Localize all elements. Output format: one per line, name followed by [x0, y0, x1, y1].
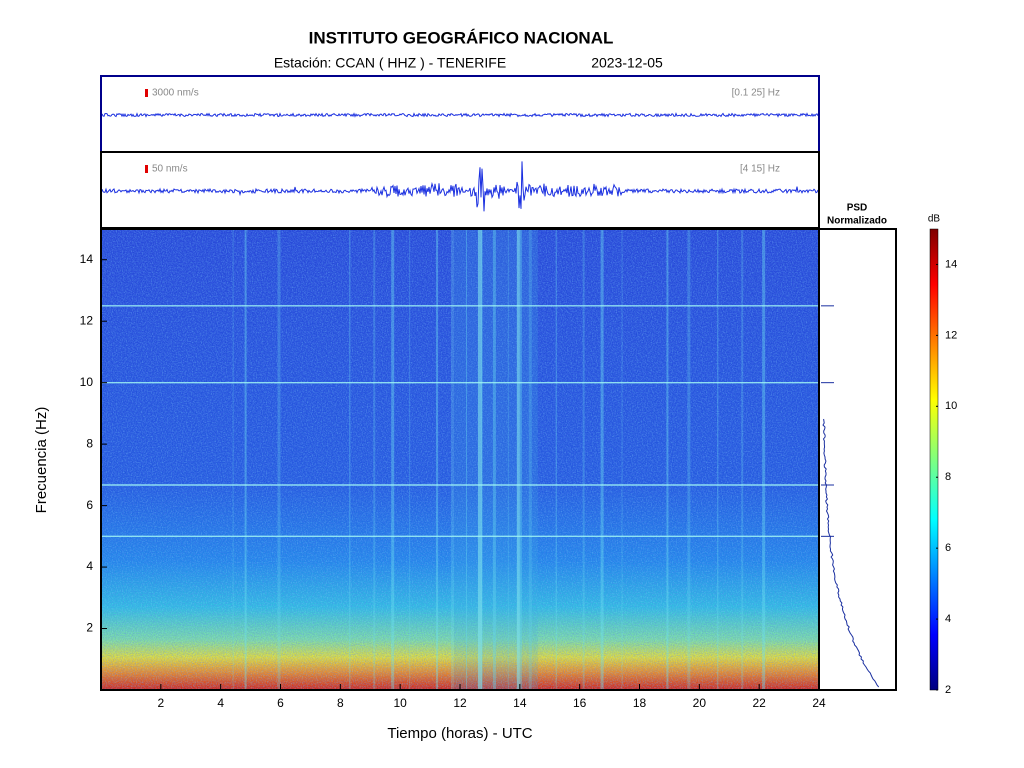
x-tick-label: 20: [693, 696, 707, 710]
x-tick-label: 10: [393, 696, 407, 710]
y-tick-label: 2: [86, 621, 93, 635]
streak: [519, 229, 522, 690]
streak: [277, 229, 281, 690]
streak: [582, 229, 585, 690]
date: 2023-12-05: [591, 55, 663, 71]
streak: [528, 229, 532, 690]
streak: [232, 229, 234, 690]
x-tick-label: 4: [217, 696, 224, 710]
x-tick-label: 12: [453, 696, 467, 710]
colorbar-tick-label: 8: [945, 471, 951, 483]
scale-bar: [145, 89, 148, 97]
y-tick-label: 14: [80, 252, 94, 266]
streak: [391, 229, 395, 690]
streak: [451, 229, 455, 690]
psd-title: PSD: [847, 203, 868, 214]
colorbar-tick-label: 2: [945, 684, 951, 696]
x-tick-label: 18: [633, 696, 647, 710]
psd-frame: [818, 228, 897, 691]
trace-scale: 3000 nm/s: [152, 88, 199, 99]
streak: [477, 229, 482, 690]
y-tick-label: 10: [80, 375, 94, 389]
colorbar-label: dB: [928, 214, 941, 225]
streak: [621, 229, 623, 690]
streak: [492, 229, 496, 690]
trace-scale: 50 nm/s: [152, 164, 188, 175]
psd-title: Normalizado: [827, 216, 887, 227]
y-tick-label: 6: [86, 498, 93, 512]
streak: [666, 229, 669, 690]
x-tick-label: 14: [513, 696, 527, 710]
trace-frame: [100, 151, 820, 229]
y-tick-label: 4: [86, 559, 93, 573]
y-tick-label: 8: [86, 436, 93, 450]
traces: 3000 nm/s [0.1 25] Hz 50 nm/s [4 15] Hz: [101, 88, 819, 212]
colorbar-tick-label: 4: [945, 613, 951, 625]
colorbar-tick-label: 6: [945, 542, 951, 554]
spectrogram: [101, 229, 819, 690]
x-tick-label: 16: [573, 696, 587, 710]
colorbar-tick-label: 12: [945, 329, 957, 341]
seismic-trace: [101, 112, 819, 118]
x-axis-label: Tiempo (horas) - UTC: [387, 725, 532, 742]
streak: [409, 229, 411, 690]
streak: [600, 229, 604, 690]
station: Estación: CCAN ( HHZ ) - TENERIFE: [274, 55, 506, 71]
streak: [244, 229, 247, 690]
streak: [717, 229, 719, 690]
colorbar-tick-label: 10: [945, 400, 957, 412]
streak: [762, 229, 766, 690]
y-tick-label: 12: [80, 313, 94, 327]
psd-curve: [822, 418, 880, 688]
x-tick-label: 8: [337, 696, 344, 710]
streak: [373, 229, 376, 690]
x-tick-label: 24: [812, 696, 826, 710]
y-axis-label: Frecuencia (Hz): [33, 407, 50, 514]
streak: [687, 229, 691, 690]
x-tick-label: 22: [752, 696, 766, 710]
streak: [349, 229, 351, 690]
x-tick-label: 6: [277, 696, 284, 710]
streak: [465, 229, 467, 690]
trace-band: [0.1 25] Hz: [732, 88, 780, 99]
streak: [555, 229, 557, 690]
x-tick-label: 2: [157, 696, 164, 710]
trace-band: [4 15] Hz: [740, 164, 780, 175]
streak: [436, 229, 439, 690]
colorbar: [929, 228, 939, 691]
colorbar-tick-label: 14: [945, 258, 957, 270]
streak: [454, 229, 538, 690]
streak: [507, 229, 509, 690]
streak: [741, 229, 744, 690]
streak: [516, 229, 520, 690]
scale-bar: [145, 165, 148, 173]
title: INSTITUTO GEOGRÁFICO NACIONAL: [309, 28, 614, 47]
seismic-trace: [101, 161, 819, 212]
